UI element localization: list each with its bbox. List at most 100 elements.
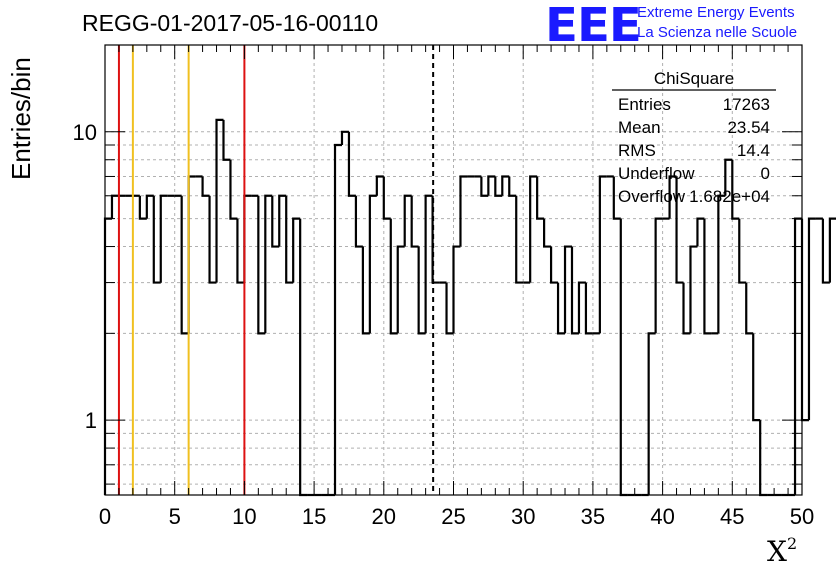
x-axis-label: X2 (767, 534, 797, 568)
histogram-bin (675, 176, 684, 284)
x-tick-label: 30 (511, 504, 535, 529)
histogram-bin (598, 175, 607, 334)
histogram-bin (515, 195, 524, 284)
histogram-bin (236, 218, 245, 284)
histogram-bin (417, 246, 426, 335)
marker-lines (117, 45, 435, 495)
y-axis-label: Entries/bin (6, 57, 36, 180)
histogram-bin (333, 143, 342, 495)
histogram-bin (668, 175, 677, 219)
histogram-bin (110, 194, 119, 219)
x-tick-label: 35 (581, 504, 605, 529)
stats-title: ChiSquare (654, 69, 734, 88)
stats-label: Mean (618, 118, 661, 137)
stats-label: Entries (618, 95, 671, 114)
histogram-bin (403, 194, 412, 247)
histogram-bin (647, 332, 656, 495)
histogram-bin (480, 176, 489, 197)
x-tick-label: 50 (790, 504, 814, 529)
stats-label: Underflow (618, 164, 695, 183)
histogram-bin (536, 176, 545, 220)
histogram-bin (459, 175, 468, 247)
histogram-bin (222, 119, 231, 161)
histogram-bin (340, 130, 349, 145)
x-tick-label: 5 (169, 504, 181, 529)
histogram-bin (724, 158, 733, 196)
histogram-bin (689, 245, 698, 334)
histogram-bin (243, 194, 252, 283)
histogram-bin (682, 282, 691, 335)
histogram-bin (494, 176, 503, 197)
histogram-bin (717, 194, 726, 334)
histogram-bin (549, 246, 559, 284)
histogram-bin (208, 195, 217, 284)
histogram-bin (424, 194, 433, 334)
stats-value: 0 (761, 164, 770, 183)
histogram-bin (354, 195, 363, 248)
histogram-bin (577, 281, 586, 334)
histogram-bin (396, 245, 405, 334)
eee-logo: EEE (545, 0, 642, 52)
histogram-bin (543, 218, 552, 248)
histogram-bin (501, 175, 510, 196)
histogram-bin (654, 217, 663, 334)
org-name: Extreme Energy Events (637, 4, 795, 21)
histogram-bin (138, 195, 147, 220)
x-tick-label: 25 (441, 504, 465, 529)
y-tick-label: 1 (85, 408, 97, 433)
stats-value: 14.4 (737, 141, 770, 160)
histogram-bin (612, 176, 621, 220)
x-tick-label: 0 (99, 504, 111, 529)
x-tick-labels: 0 5 10 15 20 25 30 35 40 45 50 (99, 504, 814, 529)
histogram-bin (445, 282, 454, 335)
histogram-bin (215, 118, 224, 283)
histogram-bin (696, 217, 705, 247)
histogram-bin (201, 176, 210, 197)
run-title: REGG-01-2017-05-16-00110 (82, 10, 379, 36)
stats-value: 1.682e+04 (689, 187, 770, 206)
histogram-bin (368, 194, 377, 334)
y-tick-label: 10 (73, 120, 97, 145)
histogram-bin (278, 194, 287, 247)
x-axis-label-base: X (767, 535, 787, 568)
stats-label: Overflow (618, 187, 686, 206)
histogram-bin (452, 245, 461, 334)
stats-rows: Entries 17263 Mean 23.54 RMS 14.4 Underflow 0 Ov… (618, 95, 770, 206)
stats-value: 17263 (723, 95, 770, 114)
histogram-bin (619, 218, 628, 497)
x-axis-label-sup: 2 (786, 534, 798, 553)
histogram-bin (487, 175, 496, 196)
x-tick-label: 10 (232, 504, 256, 529)
histogram-bin (410, 195, 419, 248)
histogram-bin (529, 175, 538, 283)
histogram-bin (180, 195, 189, 335)
histogram-bin (703, 218, 712, 335)
histogram-bin (563, 245, 572, 334)
x-tick-label: 20 (372, 504, 396, 529)
histogram-bin (187, 175, 196, 334)
stats-label: RMS (618, 141, 656, 160)
histogram-bin (361, 246, 370, 335)
histogram-bin (292, 217, 301, 283)
histogram-bin (264, 194, 273, 334)
x-tick-label: 15 (302, 504, 326, 529)
histogram-bin (828, 217, 836, 283)
histogram-bin (103, 217, 112, 495)
stats-value: 23.54 (727, 118, 770, 137)
histogram-bin (347, 131, 356, 197)
histogram-bin (556, 282, 566, 335)
histogram-bin (745, 282, 754, 335)
histogram-bin (570, 246, 579, 335)
histogram-bin (821, 218, 830, 284)
histogram-bin (738, 218, 747, 284)
histogram-bin (145, 194, 154, 219)
x-tick-label: 40 (650, 504, 674, 529)
histogram-bin (285, 195, 294, 284)
histogram-bin (257, 195, 266, 335)
histogram-bin (299, 218, 308, 497)
histogram-bin (389, 218, 398, 335)
histogram-bin (752, 333, 761, 422)
axis-ticks (104, 44, 803, 495)
histogram-bin (382, 176, 391, 220)
